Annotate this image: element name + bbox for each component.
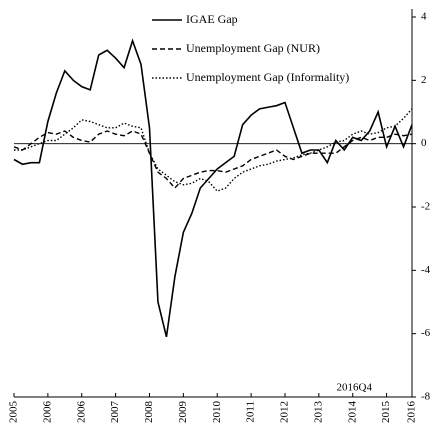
y-tick-label: -2: [421, 201, 430, 213]
x-tick-label: 2006: [75, 401, 87, 424]
annotation: 2016Q4: [337, 382, 373, 394]
x-tick-label: 2005: [8, 401, 20, 424]
x-tick-label: 2016: [406, 401, 418, 424]
legend-label: Unemployment Gap (NUR): [186, 41, 320, 55]
y-tick-label: 4: [421, 11, 427, 23]
series-line: [13, 130, 413, 190]
x-tick-label: 2007: [109, 401, 121, 424]
x-tick-label: 2008: [143, 401, 155, 424]
series-line: [13, 38, 413, 338]
x-tick-label: 2014: [346, 401, 358, 424]
y-tick-label: 2: [421, 74, 427, 86]
x-tick-label: 2006: [41, 401, 53, 424]
x-tick-label: 2013: [312, 401, 324, 424]
legend-label: Unemployment Gap (Informality): [186, 70, 349, 84]
x-tick-label: 2010: [211, 401, 223, 424]
y-tick-label: -4: [421, 264, 431, 276]
legend-label: IGAE Gap: [186, 12, 238, 26]
y-tick-label: -8: [421, 391, 431, 403]
y-tick-label: -6: [421, 327, 431, 339]
x-tick-label: 2009: [177, 401, 189, 424]
series-line: [14, 108, 413, 192]
y-tick-label: 0: [421, 137, 427, 149]
x-tick-label: 2011: [245, 401, 257, 423]
x-tick-label: 2015: [380, 401, 392, 424]
x-tick-label: 2012: [279, 401, 291, 423]
